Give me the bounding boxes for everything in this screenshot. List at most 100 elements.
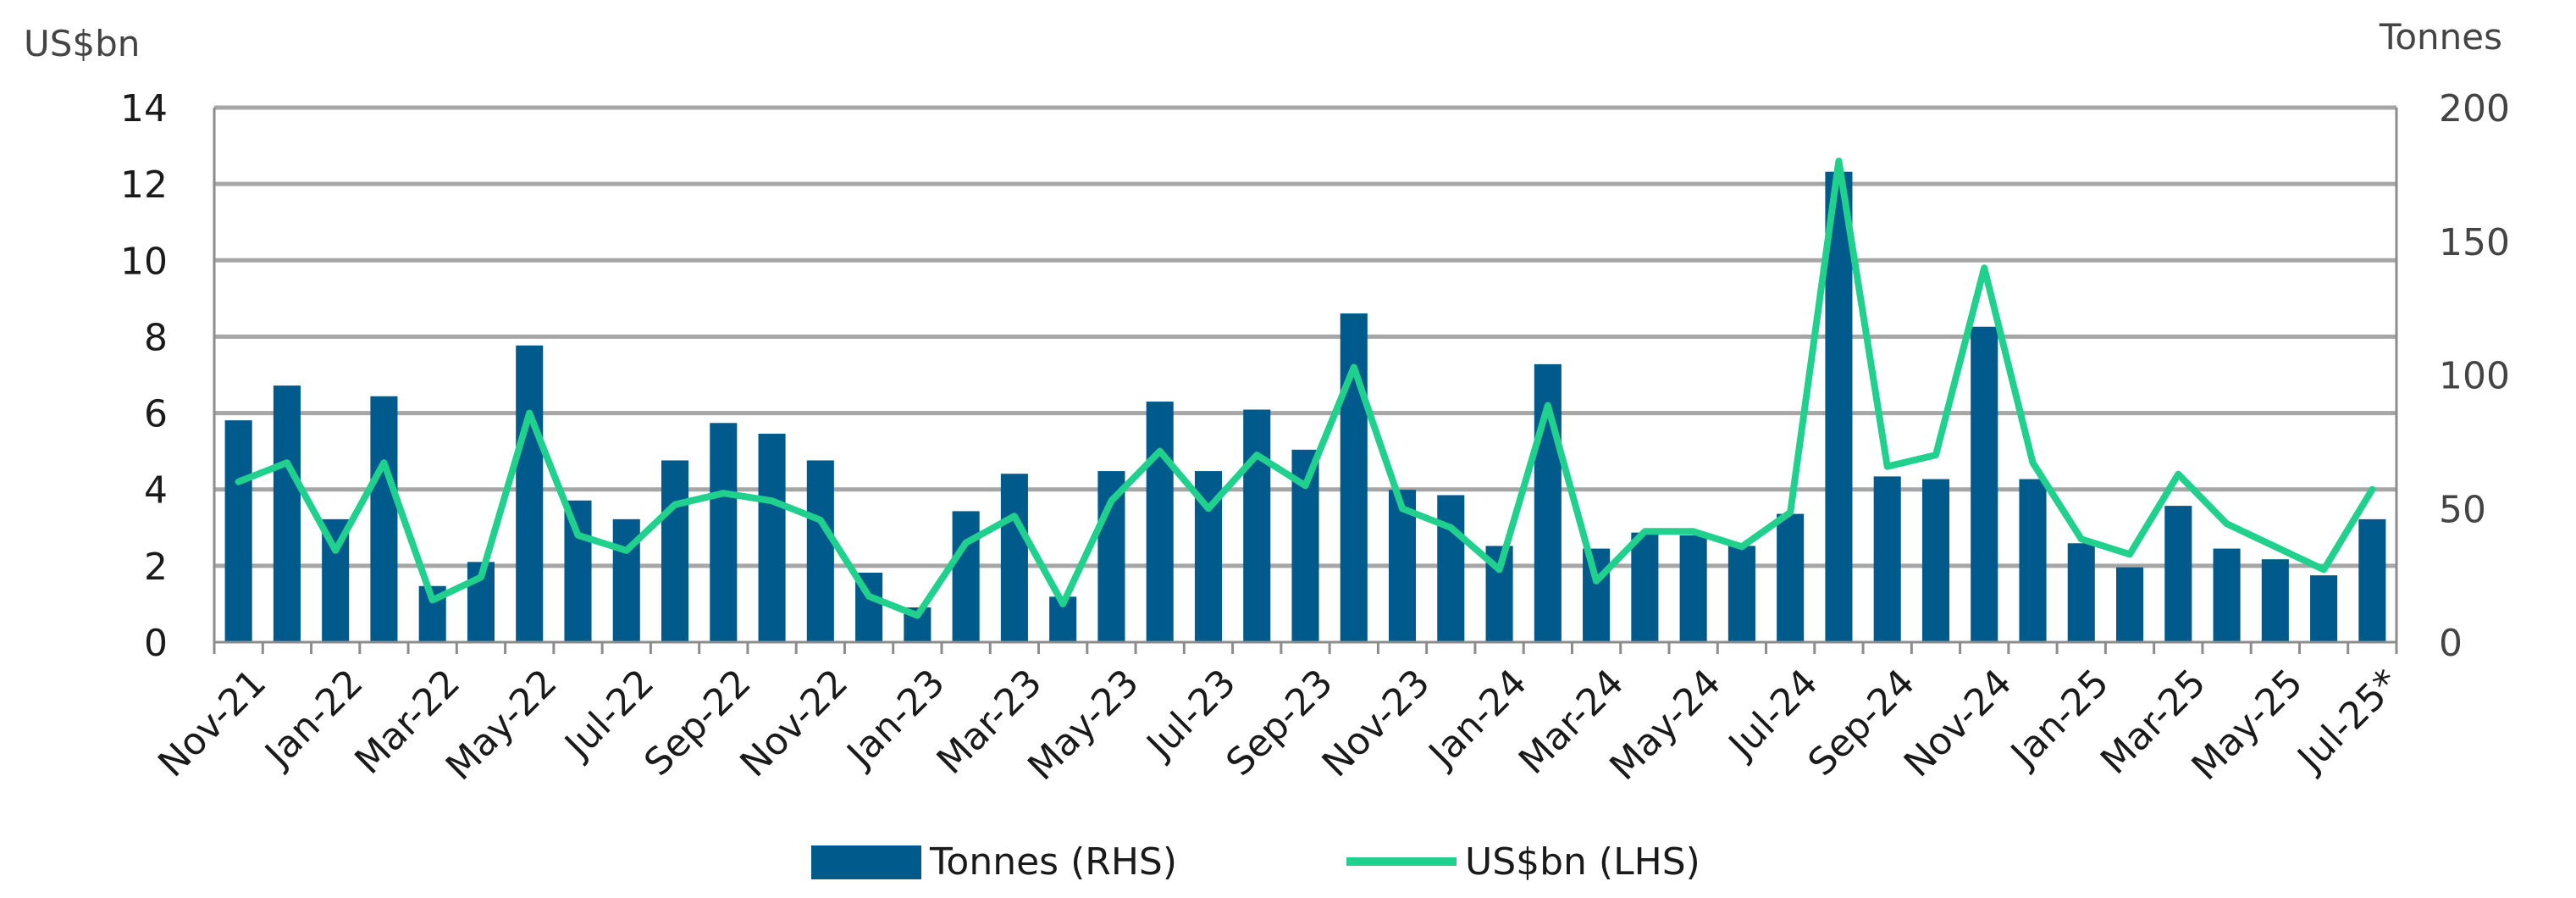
line-point — [1740, 546, 1743, 548]
left-tick-label: 12 — [120, 164, 168, 207]
right-tick-label: 100 — [2439, 355, 2510, 398]
line-point — [1838, 160, 1840, 163]
bar — [2358, 518, 2386, 642]
line-point — [285, 462, 288, 464]
line-point — [1789, 511, 1792, 513]
line-point — [2032, 462, 2034, 464]
bar — [370, 396, 398, 642]
line-point — [868, 595, 871, 597]
line-point — [1498, 568, 1501, 571]
line-point — [916, 614, 919, 617]
left-axis: 0 2 4 6 8 10 12 14 — [120, 87, 168, 665]
tonnes-bars — [224, 171, 2386, 643]
left-tick-label: 2 — [144, 546, 168, 589]
bar — [1921, 479, 1950, 642]
bar — [1000, 474, 1028, 642]
right-tick-label: 50 — [2439, 488, 2486, 531]
line-point — [431, 599, 434, 601]
x-tick-label: Nov-22 — [732, 661, 856, 785]
x-tick-label: Jul-25* — [2288, 661, 2408, 781]
line-point — [771, 500, 773, 502]
gridlines — [214, 105, 2396, 568]
line-point — [1207, 507, 1209, 510]
bar — [2067, 543, 2095, 642]
bar — [1679, 535, 1707, 642]
bar — [1971, 326, 1998, 642]
bar — [1340, 313, 1368, 642]
x-tick-label: Sep-23 — [1218, 661, 1341, 784]
line-point — [2129, 553, 2131, 556]
bar — [1243, 409, 1271, 642]
line-point — [625, 549, 627, 552]
right-tick-label: 200 — [2439, 87, 2510, 130]
right-tick-label: 150 — [2439, 221, 2510, 264]
line-point — [1352, 366, 1355, 369]
x-tick-label: Sep-22 — [636, 661, 760, 784]
left-tick-label: 6 — [144, 393, 168, 436]
line-point — [2177, 473, 2180, 475]
bar — [758, 433, 786, 642]
line-point — [2371, 488, 2374, 491]
left-axis-unit-label: US$bn — [24, 23, 140, 64]
line-point — [1401, 507, 1404, 510]
line-point — [383, 462, 385, 464]
bar — [516, 345, 544, 642]
bar — [1777, 513, 1805, 642]
x-tick-label: Nov-23 — [1314, 661, 1439, 785]
line-point — [819, 518, 821, 521]
line-point — [1256, 454, 1258, 457]
line-point — [1644, 530, 1646, 533]
left-tick-label: 10 — [120, 240, 168, 283]
x-tick-label: Nov-24 — [1896, 661, 2020, 785]
line-point — [479, 576, 482, 579]
bar — [1437, 495, 1465, 642]
x-tick-label: Sep-24 — [1800, 661, 1924, 784]
line-point — [577, 534, 579, 536]
left-tick-label: 8 — [144, 316, 168, 359]
legend-swatch-tonnes — [811, 845, 921, 879]
right-axis-unit-label: Tonnes — [2379, 16, 2502, 58]
line-point — [674, 503, 677, 506]
right-axis: 0 50 100 150 200 — [2439, 87, 2510, 665]
bar — [224, 420, 252, 642]
line-point — [965, 541, 967, 544]
line-point — [1062, 602, 1064, 605]
line-point — [1983, 267, 1986, 269]
line-point — [2323, 568, 2325, 571]
left-tick-label: 0 — [144, 622, 168, 665]
bar — [661, 460, 689, 642]
x-axis: Nov-21Jan-22Mar-22May-22Jul-22Sep-22Nov-… — [150, 108, 2408, 789]
bar — [952, 511, 980, 642]
bar — [2164, 506, 2192, 642]
line-point — [1110, 500, 1113, 502]
bar — [2115, 567, 2144, 642]
bar — [273, 385, 301, 642]
bar — [2213, 548, 2241, 642]
usd-line — [235, 158, 2376, 619]
line-point — [528, 412, 531, 414]
line-point — [1304, 485, 1307, 487]
left-tick-label: 14 — [120, 87, 168, 130]
bar — [2019, 479, 2047, 642]
bar — [1727, 546, 1755, 642]
bar — [2310, 575, 2338, 642]
left-tick-label: 4 — [144, 469, 168, 513]
line-point — [2274, 546, 2276, 548]
line-point — [1934, 454, 1937, 457]
line-point — [2080, 538, 2082, 540]
legend-label-tonnes: Tonnes (RHS) — [929, 840, 1177, 884]
line-point — [1450, 526, 1452, 529]
bar — [1631, 532, 1659, 642]
x-tick-label: Nov-21 — [150, 661, 274, 785]
line-point — [2225, 523, 2228, 525]
line-point — [1546, 404, 1549, 407]
line-point — [1886, 465, 1888, 468]
legend: Tonnes (RHS) US$bn (LHS) — [811, 840, 1700, 884]
line-point — [1692, 530, 1694, 533]
bar — [564, 500, 592, 642]
bar — [1146, 402, 1174, 642]
bar — [710, 423, 738, 642]
line-point — [1595, 579, 1598, 582]
line-point — [1158, 450, 1161, 452]
